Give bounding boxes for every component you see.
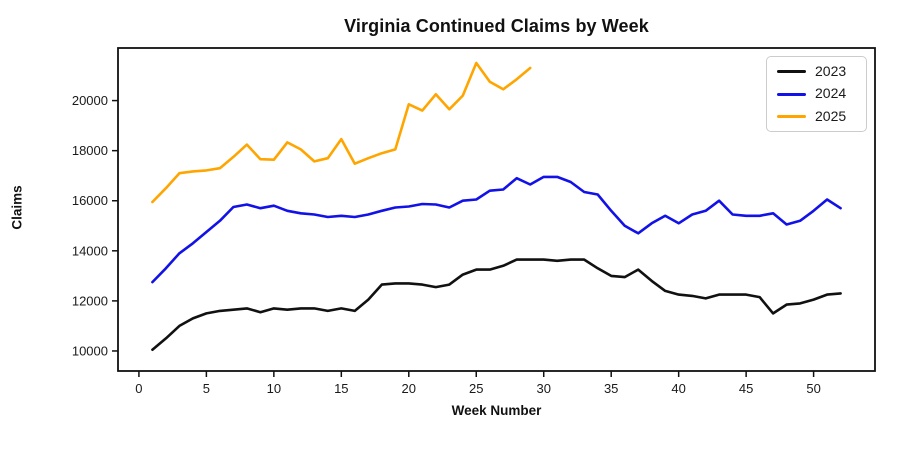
y-tick-label: 12000 xyxy=(72,293,108,308)
y-tick-label: 18000 xyxy=(72,143,108,158)
x-tick-label: 15 xyxy=(334,381,348,396)
x-tick-label: 5 xyxy=(203,381,210,396)
x-tick-label: 45 xyxy=(739,381,753,396)
legend-item-2024: 2024 xyxy=(777,85,856,102)
y-tick-label: 20000 xyxy=(72,93,108,108)
x-tick-label: 20 xyxy=(402,381,416,396)
x-tick-label: 10 xyxy=(267,381,281,396)
x-tick-label: 30 xyxy=(536,381,550,396)
legend-swatch-2023 xyxy=(777,70,806,74)
x-tick-label: 0 xyxy=(135,381,142,396)
axes-frame xyxy=(117,47,876,372)
legend: 2023 2024 2025 xyxy=(766,56,867,133)
series-line-2025 xyxy=(151,61,532,204)
legend-swatch-2025 xyxy=(777,114,806,118)
x-axis-label: Week Number xyxy=(451,403,542,418)
x-tick-label: 35 xyxy=(604,381,618,396)
legend-item-2023: 2023 xyxy=(777,63,856,79)
legend-label-2025: 2025 xyxy=(815,107,847,124)
series-line-2024 xyxy=(151,175,842,284)
legend-item-2025: 2025 xyxy=(777,107,856,124)
legend-label-2024: 2024 xyxy=(815,85,847,102)
y-tick-label: 16000 xyxy=(72,193,108,208)
legend-swatch-2024 xyxy=(777,92,806,96)
chart-title: Virginia Continued Claims by Week xyxy=(344,16,649,36)
x-tick-label: 50 xyxy=(806,381,820,396)
y-tick-label: 10000 xyxy=(72,343,108,358)
x-tick-label: 40 xyxy=(671,381,685,396)
series-line-2023 xyxy=(151,258,842,352)
x-tick-label: 25 xyxy=(469,381,483,396)
y-tick-label: 14000 xyxy=(72,243,108,258)
legend-label-2023: 2023 xyxy=(815,63,847,79)
